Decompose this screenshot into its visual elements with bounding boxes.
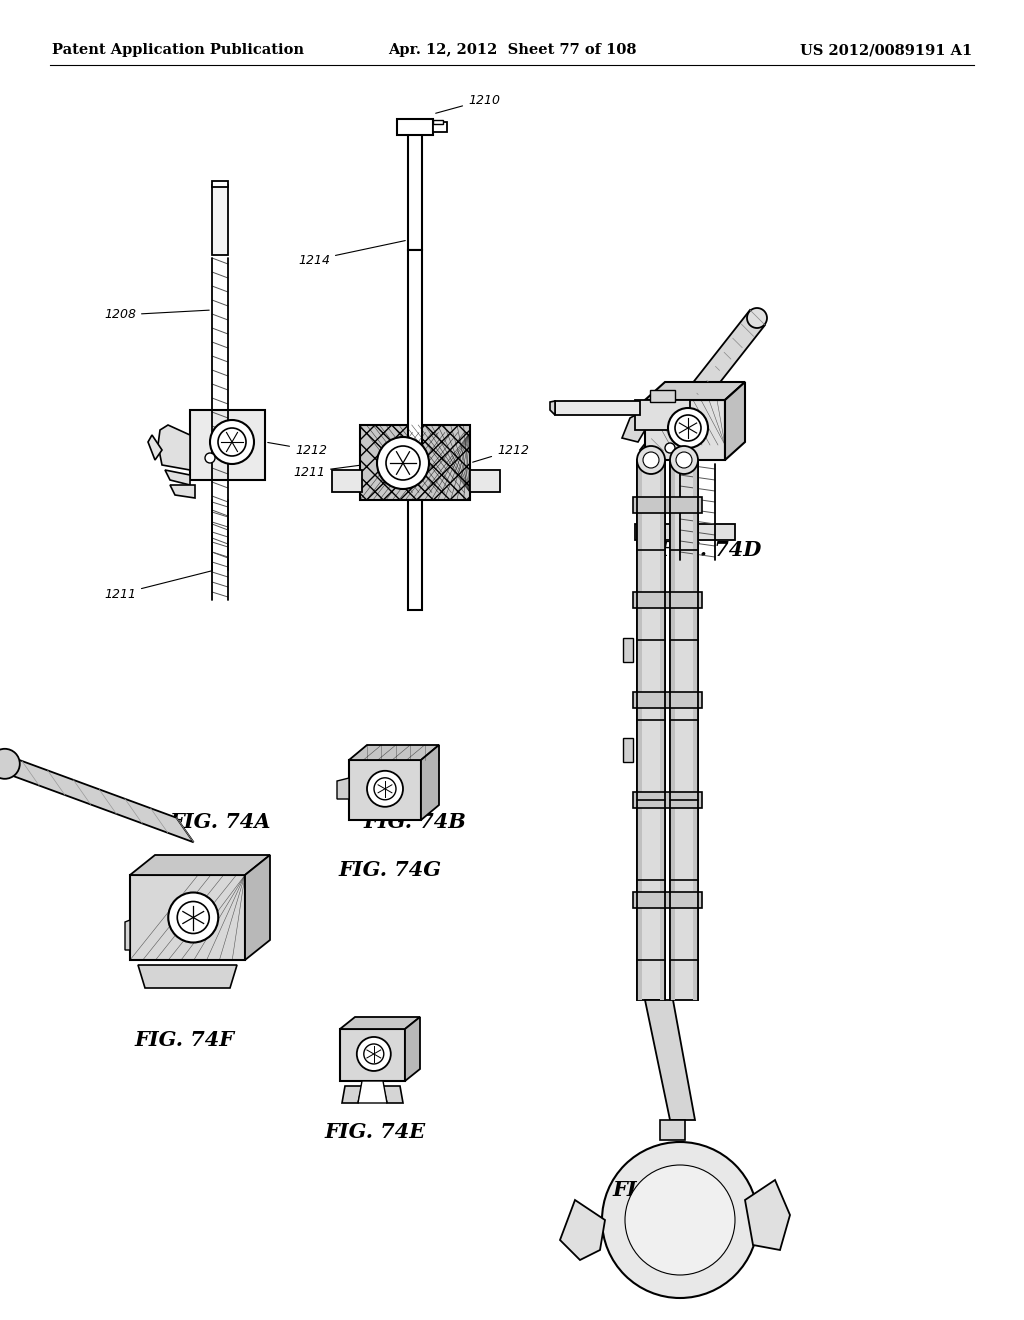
- Polygon shape: [745, 1180, 790, 1250]
- Text: FIG. 74H: FIG. 74H: [612, 1180, 718, 1200]
- Circle shape: [168, 892, 218, 942]
- Circle shape: [637, 446, 665, 474]
- Circle shape: [625, 1166, 735, 1275]
- Bar: [408, 500, 422, 610]
- Polygon shape: [138, 965, 237, 987]
- Circle shape: [364, 1044, 384, 1064]
- Polygon shape: [645, 1001, 695, 1119]
- Circle shape: [0, 748, 19, 779]
- Bar: [397, 119, 433, 135]
- Polygon shape: [633, 792, 702, 808]
- Polygon shape: [337, 777, 349, 799]
- Circle shape: [205, 453, 215, 463]
- Polygon shape: [623, 738, 633, 762]
- Polygon shape: [421, 744, 439, 820]
- Text: 1208: 1208: [104, 309, 209, 322]
- Polygon shape: [342, 1086, 362, 1104]
- Bar: [555, 401, 640, 414]
- Circle shape: [374, 777, 396, 800]
- Polygon shape: [622, 411, 645, 442]
- Text: Apr. 12, 2012  Sheet 77 of 108: Apr. 12, 2012 Sheet 77 of 108: [388, 44, 636, 57]
- Polygon shape: [383, 1086, 403, 1104]
- Text: FIG. 74G: FIG. 74G: [339, 861, 441, 880]
- Text: FIG. 74E: FIG. 74E: [325, 1122, 426, 1142]
- Polygon shape: [645, 400, 725, 459]
- Circle shape: [746, 308, 767, 327]
- Polygon shape: [190, 411, 265, 480]
- Polygon shape: [340, 1030, 406, 1081]
- Bar: [408, 249, 422, 450]
- Text: US 2012/0089191 A1: US 2012/0089191 A1: [800, 44, 972, 57]
- Circle shape: [602, 1142, 758, 1298]
- Polygon shape: [633, 498, 702, 513]
- Polygon shape: [633, 692, 702, 708]
- Polygon shape: [165, 470, 190, 484]
- Circle shape: [356, 1038, 391, 1071]
- Polygon shape: [633, 892, 702, 908]
- Circle shape: [676, 451, 692, 469]
- Circle shape: [377, 437, 429, 488]
- Circle shape: [668, 408, 708, 447]
- Text: Patent Application Publication: Patent Application Publication: [52, 44, 304, 57]
- Bar: [408, 120, 422, 249]
- Bar: [470, 470, 500, 492]
- Polygon shape: [550, 401, 555, 414]
- Polygon shape: [349, 760, 421, 820]
- Bar: [332, 470, 362, 492]
- Polygon shape: [670, 459, 675, 1001]
- Text: 1210: 1210: [435, 94, 500, 114]
- Bar: [212, 181, 228, 187]
- Bar: [635, 400, 690, 430]
- Circle shape: [670, 446, 698, 474]
- Circle shape: [665, 444, 675, 453]
- Polygon shape: [633, 591, 702, 609]
- Polygon shape: [725, 381, 745, 459]
- Polygon shape: [349, 744, 439, 760]
- Polygon shape: [245, 855, 270, 960]
- Polygon shape: [645, 381, 745, 400]
- Polygon shape: [148, 436, 162, 459]
- Circle shape: [218, 428, 246, 455]
- Polygon shape: [670, 459, 698, 1001]
- Circle shape: [386, 446, 420, 480]
- Polygon shape: [130, 855, 270, 875]
- Circle shape: [643, 451, 659, 469]
- Circle shape: [210, 420, 254, 465]
- Polygon shape: [693, 459, 698, 1001]
- Polygon shape: [340, 1016, 420, 1030]
- Polygon shape: [0, 751, 194, 842]
- Circle shape: [177, 902, 209, 933]
- Bar: [635, 524, 735, 540]
- Text: 1214: 1214: [298, 240, 406, 267]
- Circle shape: [367, 771, 403, 807]
- Bar: [433, 120, 443, 124]
- Text: 1211: 1211: [104, 570, 212, 601]
- Bar: [660, 1119, 685, 1140]
- Polygon shape: [125, 920, 130, 950]
- Bar: [650, 389, 675, 403]
- Polygon shape: [660, 459, 665, 1001]
- Polygon shape: [358, 1081, 387, 1104]
- Text: FIG. 74F: FIG. 74F: [135, 1030, 236, 1049]
- Text: FIG. 74D: FIG. 74D: [658, 540, 762, 560]
- Polygon shape: [560, 1200, 605, 1261]
- Text: 1212: 1212: [473, 444, 529, 462]
- Polygon shape: [170, 484, 195, 498]
- Bar: [433, 121, 447, 132]
- Polygon shape: [623, 638, 633, 663]
- Text: 1212: 1212: [267, 442, 327, 457]
- Bar: [360, 425, 470, 500]
- Text: FIG. 74B: FIG. 74B: [364, 812, 467, 832]
- Text: FIG. 74A: FIG. 74A: [169, 812, 270, 832]
- Circle shape: [675, 414, 701, 441]
- Polygon shape: [130, 875, 245, 960]
- Polygon shape: [158, 425, 190, 470]
- Bar: [212, 185, 228, 255]
- Polygon shape: [640, 310, 765, 465]
- Polygon shape: [637, 459, 665, 1001]
- Text: 1211: 1211: [293, 463, 374, 479]
- Polygon shape: [637, 459, 642, 1001]
- Polygon shape: [406, 1016, 420, 1081]
